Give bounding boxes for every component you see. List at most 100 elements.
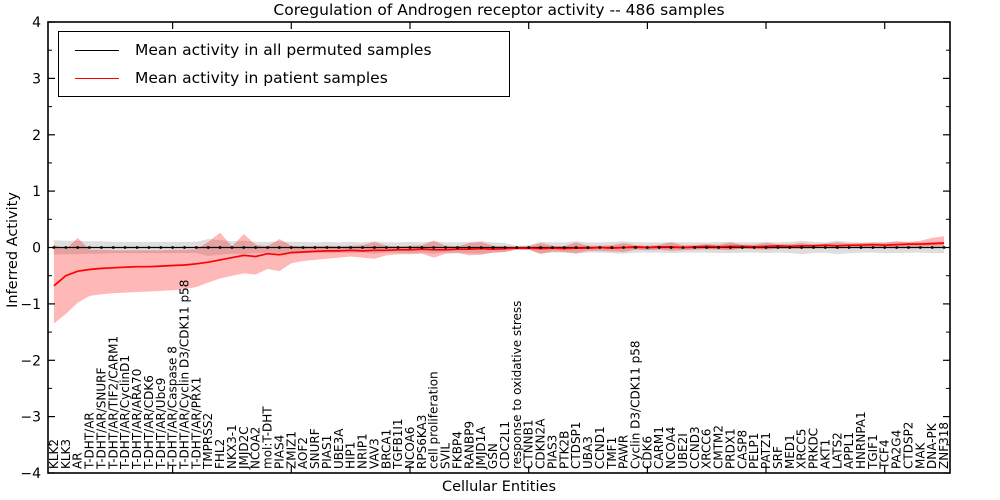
x-tick-label: PATZ1 (759, 432, 773, 469)
x-tick-label: GSN (486, 443, 500, 469)
x-tick-label: PA2G4 (890, 430, 904, 469)
x-tick-label: PIAS3 (545, 435, 559, 469)
x-tick-label: SNURF (308, 428, 322, 469)
x-tick-label: XRCC5 (795, 429, 809, 469)
x-tick-label: HIP1 (344, 442, 358, 469)
y-tick-label: −1 (20, 297, 41, 313)
x-tick-label: NCOA4 (664, 427, 678, 469)
patient-confidence-band (53, 232, 945, 324)
x-tick-label: NRIP1 (356, 433, 370, 469)
data-point-marker (752, 246, 756, 249)
y-tick-label: 0 (32, 241, 41, 257)
y-tick-label: −3 (20, 410, 41, 426)
legend-line-sample-black (75, 49, 119, 51)
data-point-marker (289, 246, 293, 249)
x-tick-label: T-DHT/AR (83, 412, 97, 470)
data-point-marker (883, 246, 887, 249)
data-point-marker (301, 246, 305, 249)
data-point-marker (278, 246, 281, 249)
x-axis-title: Cellular Entities (441, 479, 557, 495)
x-tick-label: T-DHT/AR/CyclinD1 (118, 355, 132, 470)
data-point-marker (800, 246, 803, 249)
data-point-marker (479, 246, 483, 249)
data-point-marker (539, 246, 542, 249)
legend-line-sample-red (75, 77, 119, 79)
x-tick-label: T-DHT/AR/Ubc9 (154, 378, 168, 470)
x-tick-label: LATS2 (830, 432, 844, 469)
data-point-marker (740, 246, 744, 249)
y-tick-label: −2 (20, 353, 41, 369)
data-point-marker (88, 246, 91, 249)
x-tick-label: CTDSP2 (902, 422, 916, 469)
x-tick-label: TCF4 (878, 439, 892, 470)
data-point-marker (123, 246, 127, 249)
x-tick-label: SVIL (439, 443, 453, 469)
x-tick-label: SRF (771, 446, 785, 469)
x-tick-label: NCOA6 (403, 427, 417, 469)
data-point-marker (669, 246, 673, 249)
x-tick-label: RPS6KA3 (415, 415, 429, 469)
x-tick-label: CMTM2 (712, 425, 726, 469)
data-point-marker (634, 246, 637, 249)
data-point-marker (705, 246, 709, 249)
data-point-marker (764, 246, 768, 249)
data-point-marker (373, 246, 376, 249)
x-tick-label: KLK3 (59, 439, 73, 469)
x-tick-label: TGFB1I1 (391, 418, 405, 470)
data-point-marker (562, 246, 566, 249)
data-point-marker (930, 246, 934, 249)
data-point-marker (503, 246, 507, 249)
x-tick-label: mol:T-DHT (261, 406, 275, 469)
data-point-marker (729, 246, 732, 249)
x-tick-label: PIAS1 (320, 435, 334, 469)
data-point-marker (420, 246, 424, 249)
data-point-marker (681, 246, 685, 249)
data-point-marker (551, 246, 554, 249)
x-tick-label: response to oxidative stress (510, 301, 524, 469)
x-tick-label: T-DHT/AR/CDK6 (142, 375, 156, 470)
data-point-marker (776, 246, 780, 249)
x-tick-label: HNRNPA1 (854, 411, 868, 469)
x-tick-label: JMJD2C (237, 426, 251, 470)
x-tick-label: ZMIZ1 (284, 431, 298, 469)
chart-title: Coregulation of Androgen receptor activi… (273, 1, 725, 19)
data-point-marker (859, 246, 863, 249)
data-point-marker (895, 246, 898, 249)
x-tick-label: DNA-PK (925, 422, 939, 469)
x-tick-label: CTNNB1 (522, 419, 536, 469)
data-point-marker (693, 246, 697, 249)
x-tick-label: UBE2I (676, 433, 690, 469)
data-point-marker (111, 246, 115, 249)
data-point-marker (456, 246, 459, 249)
x-tick-label: RANBP9 (462, 421, 476, 469)
x-tick-label: NCOA2 (249, 427, 263, 469)
data-point-marker (230, 246, 234, 249)
data-point-marker (835, 246, 839, 249)
x-tick-label: PTK2B (557, 431, 571, 469)
data-point-marker (242, 246, 246, 249)
data-point-marker (218, 246, 222, 249)
x-tick-label: AOF2 (296, 437, 310, 469)
data-point-marker (266, 246, 269, 249)
data-point-marker (444, 246, 447, 249)
data-point-marker (574, 246, 578, 249)
y-tick-label: 4 (32, 15, 41, 31)
legend-item-patient: Mean activity in patient samples (75, 69, 509, 87)
data-point-marker (313, 246, 317, 249)
x-tick-label: AR (71, 452, 85, 469)
x-tick-label: T-DHT/AR/PRX1 (189, 377, 203, 470)
x-tick-label: MAK (913, 441, 927, 469)
data-point-marker (337, 246, 341, 249)
data-point-marker (586, 246, 590, 249)
data-point-marker (527, 246, 531, 249)
x-tick-label: ZNF318 (937, 422, 951, 469)
x-tick-label: APPL1 (842, 432, 856, 469)
x-tick-label: T-DHT/AR/ARA70 (130, 369, 144, 470)
data-point-marker (76, 246, 80, 249)
x-tick-label: AKT1 (818, 439, 832, 469)
x-tick-label: TGIF1 (866, 434, 880, 470)
x-tick-label: PIAS4 (272, 435, 286, 469)
x-tick-label: UBA3 (581, 436, 595, 469)
x-tick-label: Cyclin D3/CDK11 p58 (629, 340, 643, 469)
data-point-marker (384, 246, 388, 249)
